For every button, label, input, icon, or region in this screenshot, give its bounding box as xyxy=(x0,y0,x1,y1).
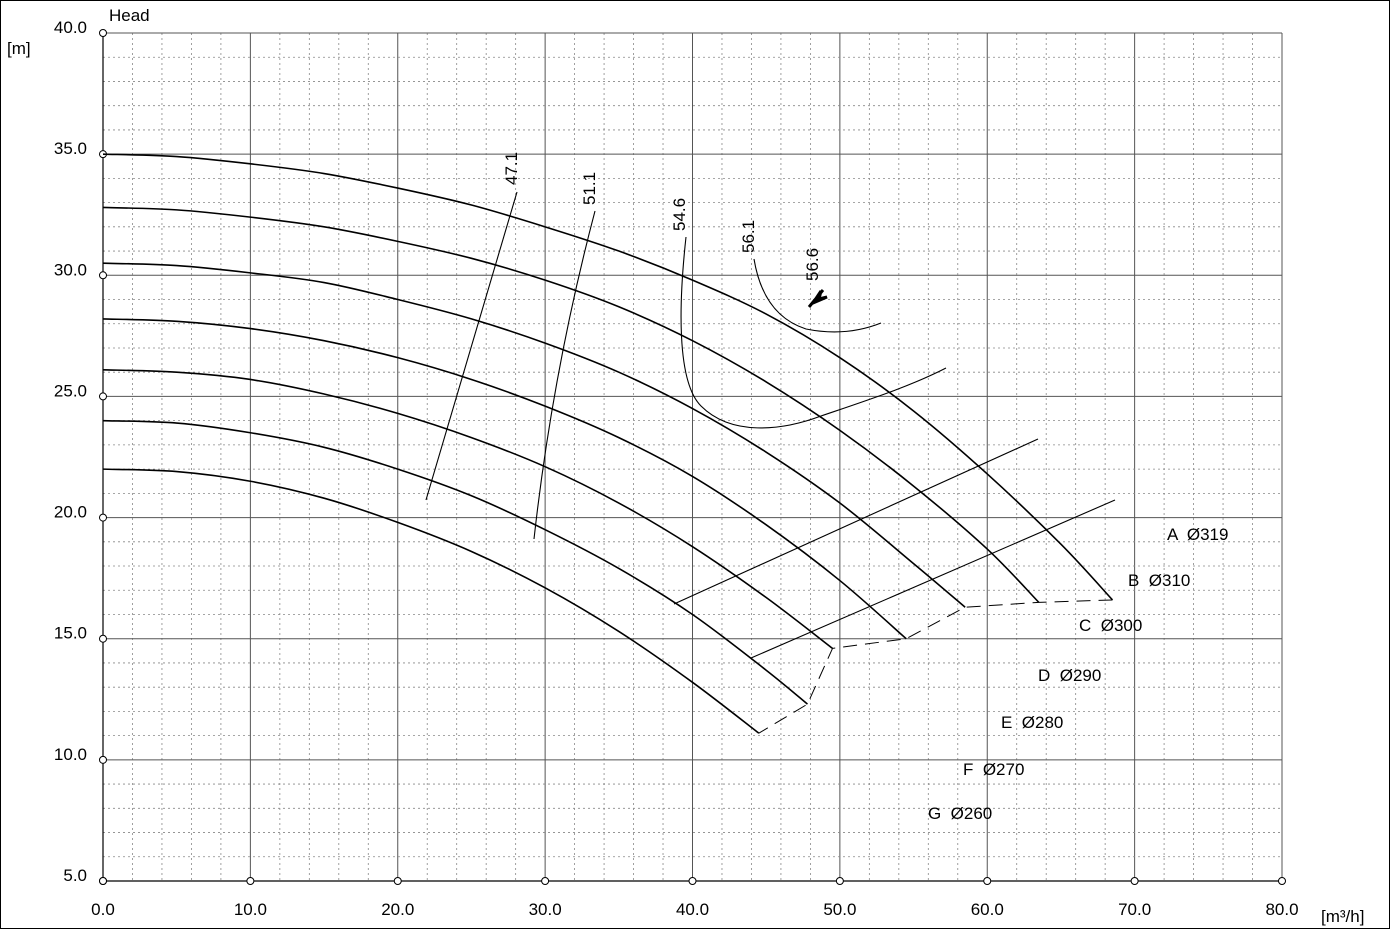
head-curve-d xyxy=(102,318,907,640)
grid xyxy=(102,32,1283,882)
y-tick-marker xyxy=(99,271,107,280)
efficiency-isolines xyxy=(425,191,1116,659)
head-curve-g xyxy=(102,468,760,734)
y-axis-unit: [m] xyxy=(7,39,31,58)
x-tick-marker xyxy=(393,877,402,885)
efficiency-label-47-1: 47.1 xyxy=(502,152,521,185)
y-tick-label: 15.0 xyxy=(54,624,87,643)
axes: 0.0 10.0 20.0 30.0 40.0 50.0 60.0 70.0 80.0 5.0 10… xyxy=(54,18,1299,919)
series-label-f: F Ø270 xyxy=(963,760,1024,779)
efficiency-label-54-6: 54.6 xyxy=(670,198,689,231)
x-tick-label: 30.0 xyxy=(529,900,562,919)
labels: Head [m] [m³/h] A Ø319 B Ø310 C Ø300 D Ø… xyxy=(7,6,1364,926)
y-tick-marker xyxy=(99,755,107,764)
efficiency-line-56-1 xyxy=(753,258,882,333)
x-tick-marker xyxy=(835,877,844,885)
y-tick-label: 5.0 xyxy=(63,866,87,885)
y-tick-marker xyxy=(99,877,107,885)
x-tick-label: 80.0 xyxy=(1265,900,1298,919)
head-curve-a xyxy=(102,153,1114,601)
series-label-b: B Ø310 xyxy=(1128,571,1190,590)
efficiency-line-54-6 xyxy=(680,236,947,429)
head-curves xyxy=(102,153,1114,734)
efficiency-line-lower-2 xyxy=(750,499,1116,659)
y-tick-label: 40.0 xyxy=(54,18,87,37)
head-curve-f xyxy=(102,419,808,705)
y-tick-label: 10.0 xyxy=(54,745,87,764)
y-tick-marker xyxy=(99,392,107,401)
max-flow-dashed-line xyxy=(758,599,1113,734)
head-curve-e xyxy=(102,368,833,650)
series-label-d: D Ø290 xyxy=(1038,666,1101,685)
x-tick-label: 70.0 xyxy=(1118,900,1151,919)
x-tick-marker xyxy=(983,877,992,885)
best-efficiency-arrow xyxy=(807,289,828,308)
x-axis-unit: [m³/h] xyxy=(1321,907,1364,926)
efficiency-line-51-1 xyxy=(533,210,596,540)
x-tick-marker xyxy=(1130,877,1139,885)
x-tick-marker xyxy=(246,877,255,885)
x-tick-label: 0.0 xyxy=(91,900,115,919)
y-tick-marker xyxy=(99,29,107,37)
x-tick-marker xyxy=(688,877,697,885)
y-tick-marker xyxy=(99,513,107,522)
y-tick-marker xyxy=(99,634,107,643)
series-label-e: E Ø280 xyxy=(1001,713,1063,732)
y-tick-label: 20.0 xyxy=(54,503,87,522)
x-tick-label: 10.0 xyxy=(234,900,267,919)
efficiency-label-56-6: 56.6 xyxy=(803,248,822,281)
efficiency-line-47-1 xyxy=(425,191,518,501)
series-label-g: G Ø260 xyxy=(928,804,992,823)
x-tick-label: 40.0 xyxy=(676,900,709,919)
y-tick-label: 30.0 xyxy=(54,260,87,279)
efficiency-label-51-1: 51.1 xyxy=(580,172,599,205)
efficiency-line-lower-1 xyxy=(673,438,1039,605)
series-label-c: C Ø300 xyxy=(1079,616,1142,635)
head-curve-b xyxy=(102,206,1040,603)
x-tick-marker xyxy=(1278,877,1286,885)
x-tick-marker xyxy=(541,877,550,885)
y-tick-label: 25.0 xyxy=(54,381,87,400)
efficiency-label-56-1: 56.1 xyxy=(739,220,758,253)
x-tick-label: 60.0 xyxy=(971,900,1004,919)
y-axis-label: Head xyxy=(109,6,150,25)
y-tick-label: 35.0 xyxy=(54,139,87,158)
series-label-a: A Ø319 xyxy=(1167,525,1228,544)
head-curve-c xyxy=(102,262,966,608)
x-tick-label: 20.0 xyxy=(381,900,414,919)
x-tick-label: 50.0 xyxy=(823,900,856,919)
